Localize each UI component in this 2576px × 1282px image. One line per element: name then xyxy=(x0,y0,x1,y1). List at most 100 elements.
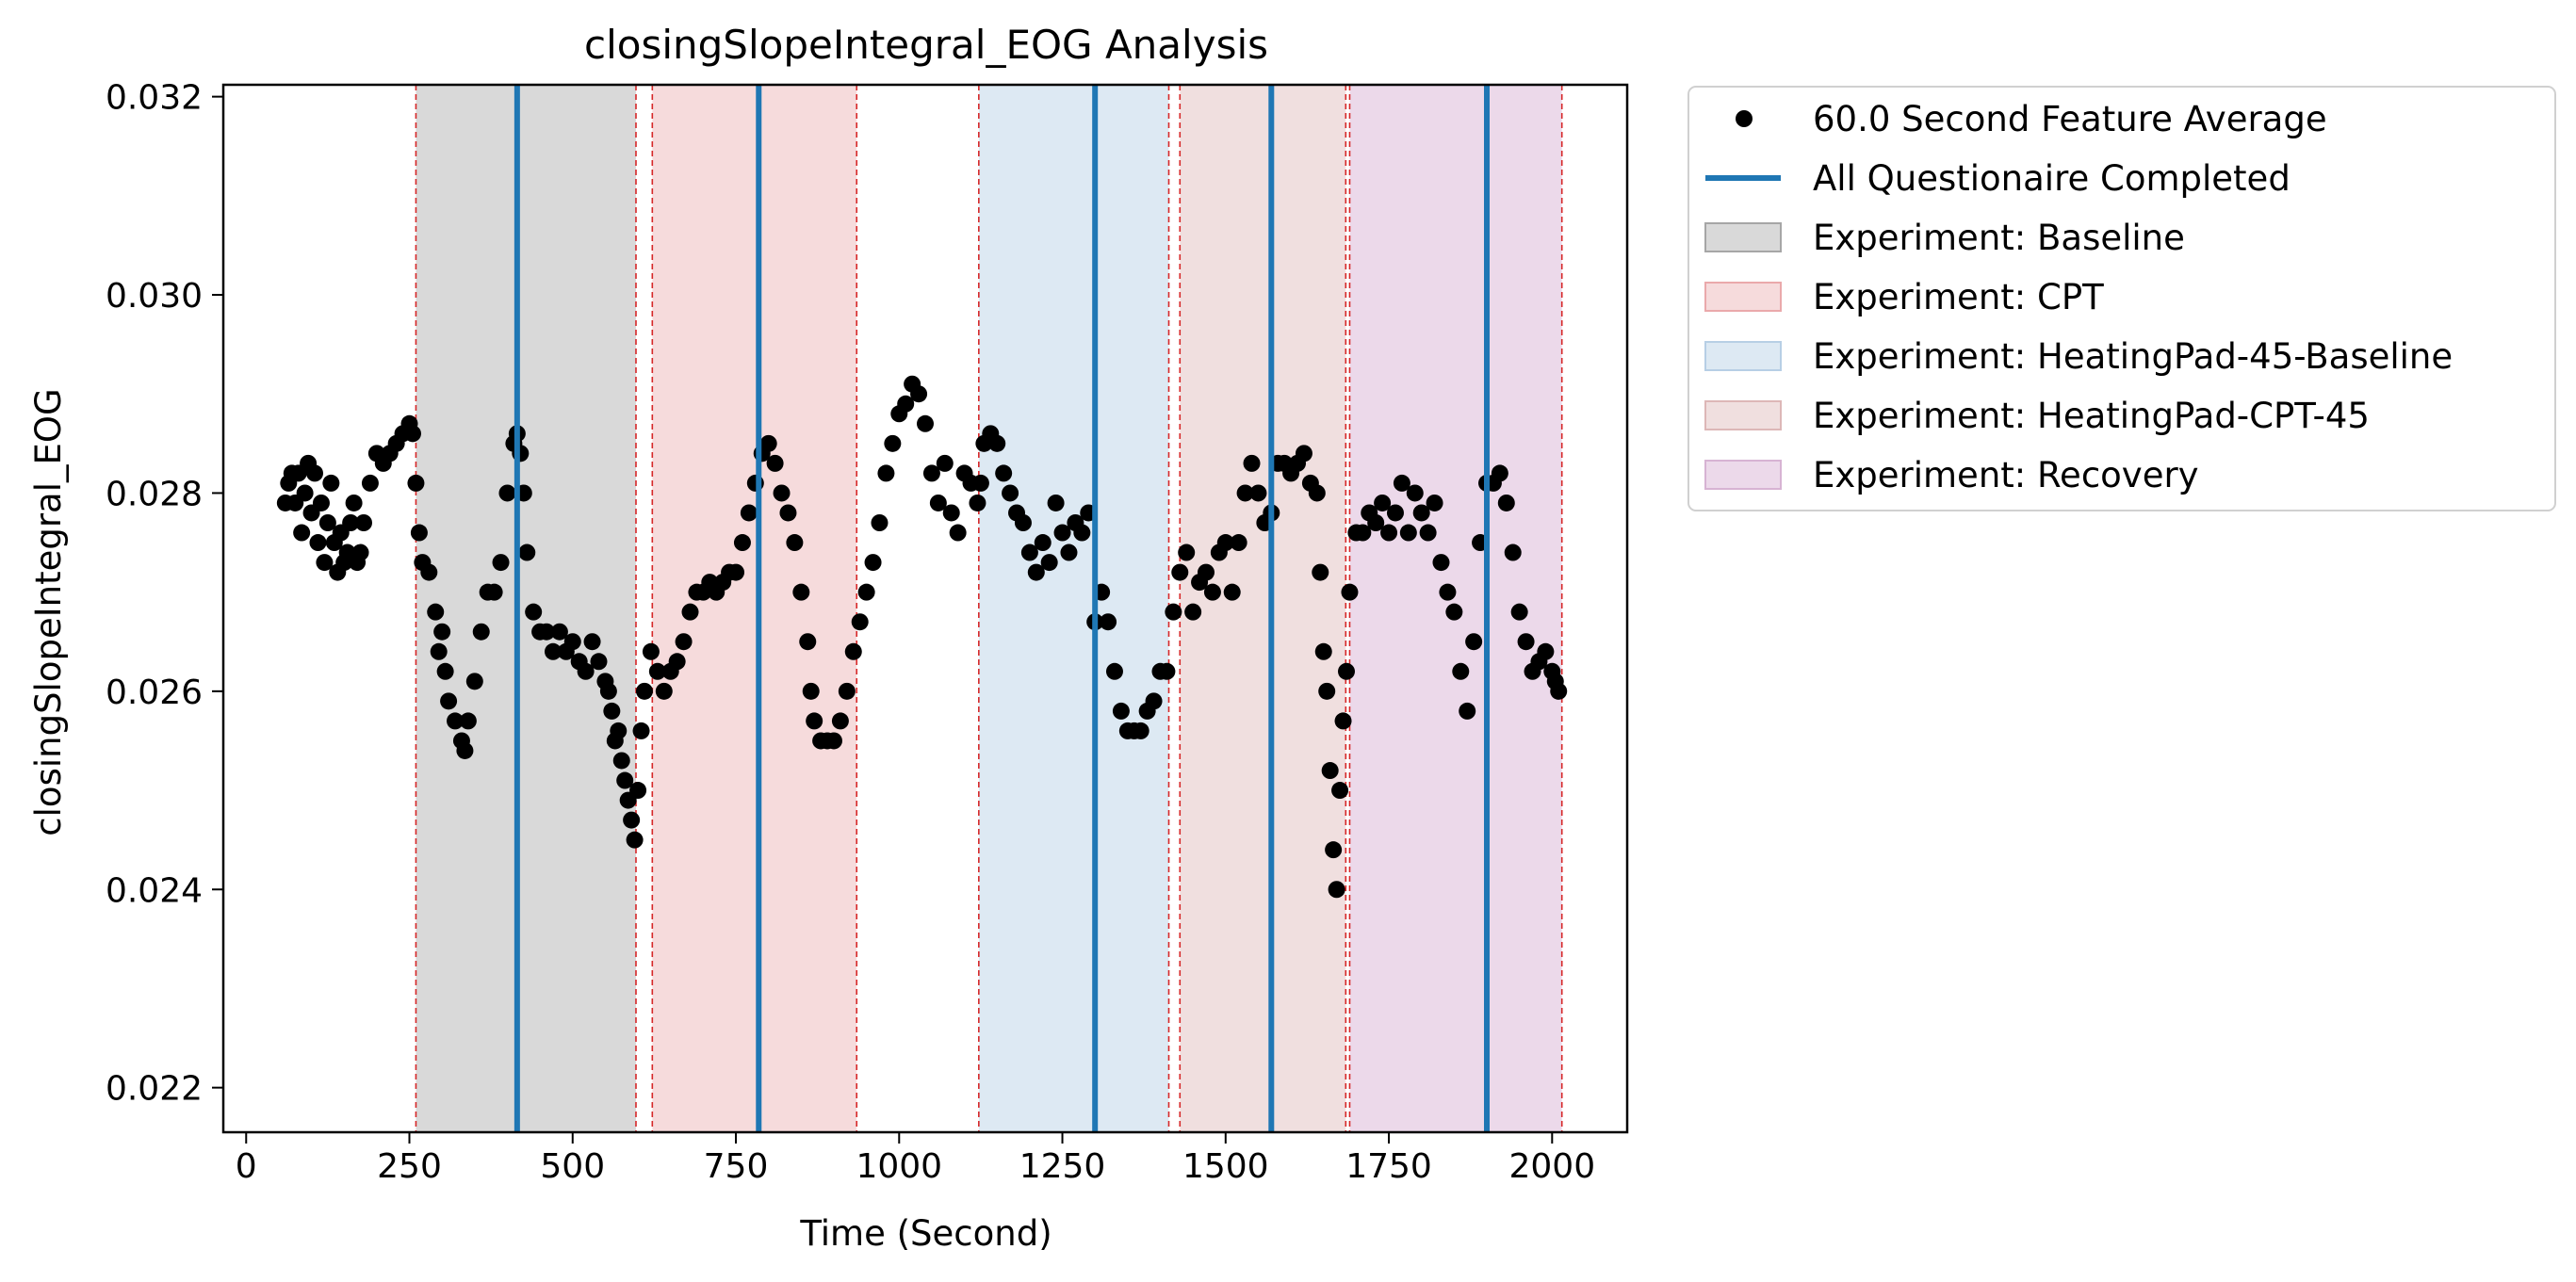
data-point-118 xyxy=(877,464,895,482)
data-point-42 xyxy=(447,712,465,730)
legend-label-3: Experiment: CPT xyxy=(1813,277,2104,317)
experiment-span-2 xyxy=(978,85,1169,1132)
data-point-60 xyxy=(544,642,562,660)
data-point-107 xyxy=(806,712,823,730)
data-point-208 xyxy=(1426,494,1443,511)
data-point-145 xyxy=(1047,494,1065,511)
y-tick-label-0: 0.022 xyxy=(106,1070,203,1109)
data-point-99 xyxy=(759,434,777,452)
data-point-110 xyxy=(824,732,842,750)
data-point-95 xyxy=(733,534,751,552)
data-point-41 xyxy=(440,692,458,710)
data-point-82 xyxy=(648,662,666,680)
data-point-164 xyxy=(1171,563,1189,581)
y-tick-label-5: 0.032 xyxy=(106,79,203,118)
data-point-210 xyxy=(1439,583,1457,601)
data-point-66 xyxy=(583,633,601,651)
data-point-87 xyxy=(681,603,699,621)
data-point-51 xyxy=(498,484,516,502)
data-point-225 xyxy=(1537,642,1555,660)
data-point-20 xyxy=(342,513,360,531)
data-point-38 xyxy=(430,642,448,660)
data-point-138 xyxy=(1002,484,1019,502)
data-point-202 xyxy=(1386,504,1404,522)
legend-swatch-6 xyxy=(1704,460,1782,490)
data-point-63 xyxy=(563,633,581,651)
x-tick-label-3: 750 xyxy=(704,1147,769,1186)
data-point-169 xyxy=(1203,583,1221,601)
data-point-72 xyxy=(610,722,628,739)
data-point-207 xyxy=(1419,524,1437,542)
experiment-span-3 xyxy=(1180,85,1346,1132)
legend-label-4: Experiment: HeatingPad-45-Baseline xyxy=(1813,336,2453,377)
data-point-218 xyxy=(1491,464,1508,482)
legend-swatch-2 xyxy=(1704,222,1782,252)
plot-area: 0 250 500 750 1000 1250 1500 1750 2000 0.022 0.024… xyxy=(106,79,1629,1186)
x-tick-label-1: 250 xyxy=(377,1147,442,1186)
data-point-142 xyxy=(1027,563,1045,581)
data-point-212 xyxy=(1452,662,1470,680)
data-point-81 xyxy=(642,642,660,660)
data-point-194 xyxy=(1338,662,1355,680)
data-point-190 xyxy=(1325,841,1343,859)
data-point-103 xyxy=(786,534,804,552)
data-point-112 xyxy=(838,682,856,700)
data-point-47 xyxy=(472,623,490,641)
data-point-115 xyxy=(857,583,875,601)
data-point-44 xyxy=(456,741,474,759)
data-point-21 xyxy=(345,494,363,511)
data-point-174 xyxy=(1236,484,1254,502)
data-point-187 xyxy=(1314,642,1332,660)
data-point-85 xyxy=(668,653,686,671)
data-point-163 xyxy=(1165,603,1182,621)
data-point-192 xyxy=(1331,782,1349,800)
y-tick-label-1: 0.024 xyxy=(106,871,203,910)
data-point-166 xyxy=(1184,603,1202,621)
data-point-74 xyxy=(616,771,634,789)
data-point-101 xyxy=(773,484,791,502)
data-point-111 xyxy=(831,712,849,730)
plot-frame xyxy=(221,83,1629,1134)
data-point-158 xyxy=(1132,722,1149,739)
data-point-11 xyxy=(312,494,330,511)
data-point-162 xyxy=(1158,662,1176,680)
legend-label-1: All Questionaire Completed xyxy=(1813,158,2291,199)
data-point-204 xyxy=(1399,524,1417,542)
data-point-176 xyxy=(1249,484,1267,502)
data-point-132 xyxy=(969,494,986,511)
data-point-129 xyxy=(949,524,967,542)
data-point-78 xyxy=(629,782,647,800)
data-point-50 xyxy=(492,554,510,572)
legend-swatch-3 xyxy=(1704,282,1782,312)
legend-swatch-4 xyxy=(1704,341,1782,371)
data-point-24 xyxy=(355,513,372,531)
data-point-213 xyxy=(1459,702,1476,720)
data-point-49 xyxy=(485,583,503,601)
data-point-197 xyxy=(1354,524,1372,542)
data-point-127 xyxy=(936,454,954,472)
data-point-102 xyxy=(779,504,797,522)
data-point-165 xyxy=(1178,544,1196,561)
data-point-113 xyxy=(844,642,862,660)
data-point-173 xyxy=(1230,534,1247,552)
y-tick-label-2: 0.026 xyxy=(106,673,203,712)
data-point-40 xyxy=(436,662,454,680)
data-point-70 xyxy=(603,702,621,720)
x-tick-label-6: 1500 xyxy=(1182,1147,1269,1186)
data-point-149 xyxy=(1073,524,1091,542)
data-point-94 xyxy=(727,563,745,581)
data-point-228 xyxy=(1550,682,1568,700)
chart-title: closingSlopeIntegral_EOG Analysis xyxy=(584,22,1268,68)
data-point-209 xyxy=(1432,554,1450,572)
data-point-25 xyxy=(361,474,379,492)
data-point-183 xyxy=(1295,445,1312,462)
data-point-206 xyxy=(1412,504,1430,522)
data-point-77 xyxy=(626,831,644,849)
y-tick-label-3: 0.028 xyxy=(106,475,203,513)
x-tick-label-4: 1000 xyxy=(856,1147,942,1186)
data-point-67 xyxy=(590,653,608,671)
data-point-100 xyxy=(766,454,784,472)
data-point-39 xyxy=(433,623,451,641)
data-point-143 xyxy=(1034,534,1052,552)
data-point-23 xyxy=(351,544,369,561)
